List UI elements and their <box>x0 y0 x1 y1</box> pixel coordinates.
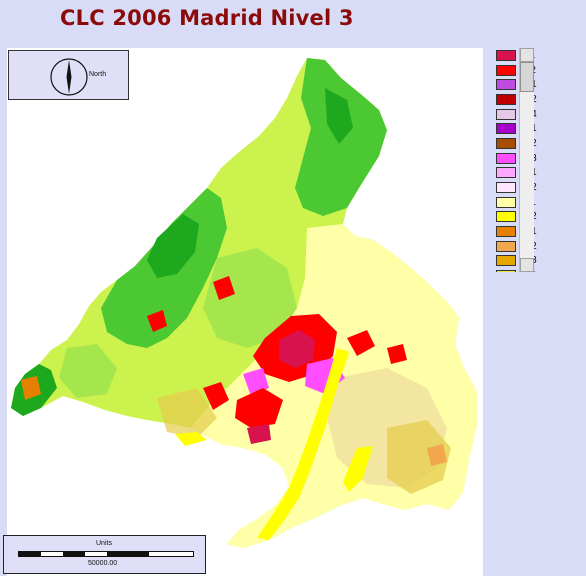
urban-sw-2 <box>247 424 271 444</box>
map-canvas[interactable] <box>7 48 483 576</box>
urban-dense <box>279 330 315 368</box>
orange-patch <box>21 376 41 400</box>
legend-swatch <box>496 152 516 164</box>
scale-bar-box: Units 50000.00 <box>3 535 206 574</box>
legend-swatch <box>496 123 516 135</box>
olive-zone-2 <box>157 388 217 438</box>
legend-swatch <box>496 64 516 76</box>
urban-sw <box>203 382 229 410</box>
valley-band-3 <box>175 432 207 446</box>
scale-value: 50000.00 <box>88 560 118 567</box>
legend-swatch <box>496 182 516 194</box>
legend-swatch <box>496 79 516 91</box>
forest-dark-1 <box>147 214 199 278</box>
north-arrow-box: North <box>8 50 129 100</box>
map-title: CLC 2006 Madrid Nivel 3 <box>60 6 354 30</box>
orange-patch-2 <box>427 444 447 466</box>
legend-swatch <box>496 137 516 149</box>
scale-segment <box>63 552 85 556</box>
urban-w <box>147 310 167 332</box>
legend-swatch <box>496 167 516 179</box>
north-arrow-icon <box>50 58 88 96</box>
forest-dark-3 <box>325 88 353 144</box>
scale-bar <box>18 551 194 557</box>
scale-segment <box>107 552 149 556</box>
urban-ne <box>347 330 375 356</box>
legend-swatch <box>496 226 516 238</box>
scale-segment <box>19 552 41 556</box>
shrub-zone <box>203 248 297 348</box>
urban-east <box>387 344 407 364</box>
legend-swatch <box>496 270 516 272</box>
north-label: North <box>89 71 107 78</box>
legend-swatch <box>496 196 516 208</box>
shrub-zone-2 <box>59 344 117 398</box>
valley-band-2 <box>343 446 373 492</box>
map-frame[interactable] <box>7 48 483 576</box>
legend-swatch <box>496 108 516 120</box>
scale-units-label: Units <box>96 540 112 547</box>
legend-swatch <box>496 240 516 252</box>
olive-zone <box>387 420 451 494</box>
scroll-down-button[interactable] <box>520 258 534 272</box>
legend-swatch <box>496 211 516 223</box>
legend-swatch <box>496 93 516 105</box>
urban-south <box>235 388 283 428</box>
legend-swatch <box>496 49 516 61</box>
urban-nw <box>213 276 235 300</box>
legend-scrollbar[interactable] <box>519 48 534 272</box>
valley-band <box>257 348 349 540</box>
scroll-thumb[interactable] <box>520 62 534 92</box>
legend-swatch <box>496 255 516 267</box>
scroll-up-button[interactable] <box>520 48 534 62</box>
